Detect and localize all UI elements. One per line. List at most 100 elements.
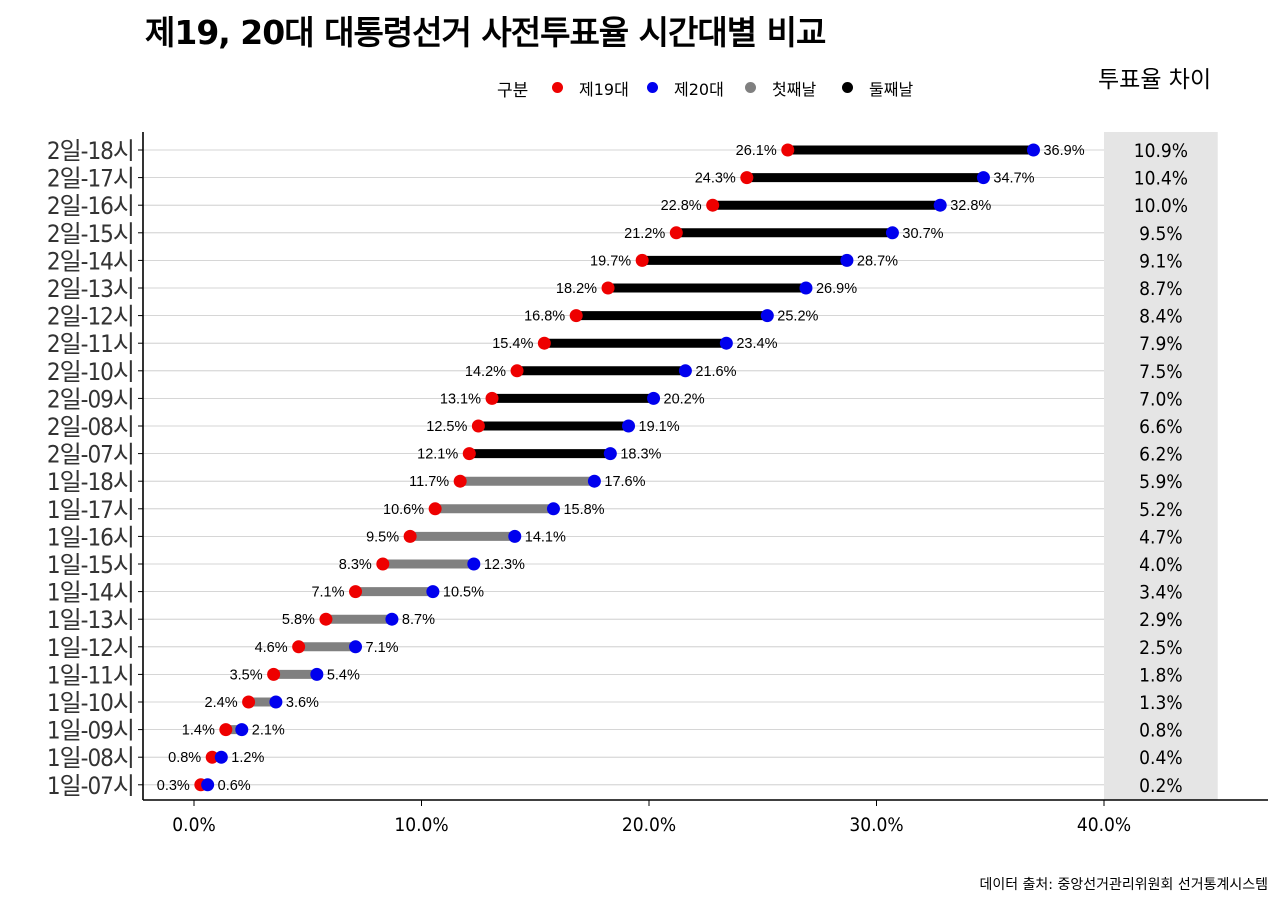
point-19th [242,695,256,709]
diff-value: 8.7% [1139,278,1182,300]
diff-value: 5.2% [1139,499,1182,521]
value-label-19th: 15.4% [492,336,533,352]
diff-value: 9.1% [1139,250,1182,272]
legend-label-day1: 첫째날 [772,80,817,99]
point-20th [546,502,560,516]
value-label-19th: 13.1% [440,391,481,407]
legend: 구분 제19대 제20대 첫째날 둘째날 [0,74,1280,102]
value-label-19th: 3.5% [230,667,263,683]
y-tick-label: 2일-18시 [47,137,134,165]
y-tick-label: 2일-13시 [47,275,134,303]
value-label-20th: 36.9% [1043,143,1084,159]
value-label-19th: 1.4% [182,723,215,739]
legend-title: 구분 [497,81,529,101]
diff-value: 0.2% [1139,775,1182,797]
diff-value: 7.0% [1139,388,1182,410]
point-19th [319,612,333,626]
y-tick-label: 1일-10시 [47,689,134,717]
point-20th [603,447,617,461]
point-20th [622,419,636,433]
legend-label-19th: 제19대 [579,80,629,99]
value-label-20th: 32.8% [950,198,991,214]
diff-value: 10.0% [1134,195,1188,217]
value-label-20th: 34.7% [993,171,1034,187]
value-label-19th: 7.1% [311,585,344,601]
value-label-19th: 16.8% [524,309,565,325]
point-20th [214,750,228,764]
point-20th [235,723,249,737]
y-tick-label: 2일-09시 [47,385,134,413]
y-tick-label: 1일-12시 [47,634,134,662]
point-19th [376,557,390,571]
value-label-19th: 12.5% [426,419,467,435]
value-label-19th: 24.3% [695,171,736,187]
point-19th [403,529,417,543]
value-label-20th: 0.6% [218,778,251,794]
point-20th [885,226,899,240]
value-label-19th: 10.6% [383,502,424,518]
value-label-20th: 8.7% [402,612,435,628]
x-tick-label: 0.0% [172,814,215,836]
point-20th [310,667,324,681]
point-19th [510,364,524,378]
point-20th [840,253,854,267]
diff-value: 0.4% [1139,747,1182,769]
diff-value: 7.9% [1139,333,1182,355]
point-19th [205,750,219,764]
point-20th [976,171,990,185]
value-label-19th: 18.2% [556,281,597,297]
diff-value: 5.9% [1139,471,1182,493]
y-tick-label: 1일-07시 [47,772,134,800]
source-note: 데이터 출처: 중앙선거관리위원회 선거통계시스템 [979,877,1268,893]
value-label-19th: 0.8% [168,750,201,766]
point-19th [453,474,467,488]
point-19th [267,667,281,681]
value-label-19th: 26.1% [736,143,777,159]
value-label-20th: 30.7% [902,226,943,242]
point-19th [740,171,754,185]
point-19th [485,391,499,405]
value-label-19th: 11.7% [409,474,449,490]
legend-label-20th: 제20대 [674,80,724,99]
value-label-19th: 14.2% [465,364,506,380]
value-label-20th: 18.3% [620,447,661,463]
value-label-20th: 28.7% [857,253,898,269]
diff-value: 1.3% [1139,692,1182,714]
diff-value: 0.8% [1139,720,1182,742]
value-label-20th: 21.6% [695,364,736,380]
point-20th [587,474,601,488]
point-19th [428,502,442,516]
y-tick-label: 2일-14시 [47,247,134,275]
value-label-19th: 9.5% [366,529,399,545]
value-label-20th: 26.9% [816,281,857,297]
y-tick-label: 2일-17시 [47,165,134,193]
point-20th [385,612,399,626]
y-tick-label: 2일-16시 [47,192,134,220]
value-label-20th: 5.4% [327,667,360,683]
value-label-20th: 19.1% [639,419,680,435]
y-tick-label: 1일-11시 [47,661,134,689]
x-tick-label: 10.0% [394,814,448,836]
point-19th [462,447,476,461]
diff-value: 2.9% [1139,609,1182,631]
diff-value: 10.4% [1134,168,1188,190]
value-label-19th: 2.4% [205,695,238,711]
point-20th [349,640,363,654]
value-label-19th: 21.2% [624,226,665,242]
point-19th [569,309,583,323]
diff-value: 2.5% [1139,637,1182,659]
value-label-20th: 2.1% [252,723,285,739]
y-tick-label: 2일-15시 [47,220,134,248]
diff-value: 1.8% [1139,664,1182,686]
point-20th [799,281,813,295]
point-19th [471,419,485,433]
point-20th [719,336,733,350]
y-tick-label: 1일-16시 [47,523,134,551]
point-19th [781,143,795,157]
point-20th [201,778,215,792]
x-tick-label: 20.0% [622,814,676,836]
y-tick-label: 1일-17시 [47,496,134,524]
y-tick-label: 2일-08시 [47,413,134,441]
value-label-19th: 0.3% [157,778,190,794]
